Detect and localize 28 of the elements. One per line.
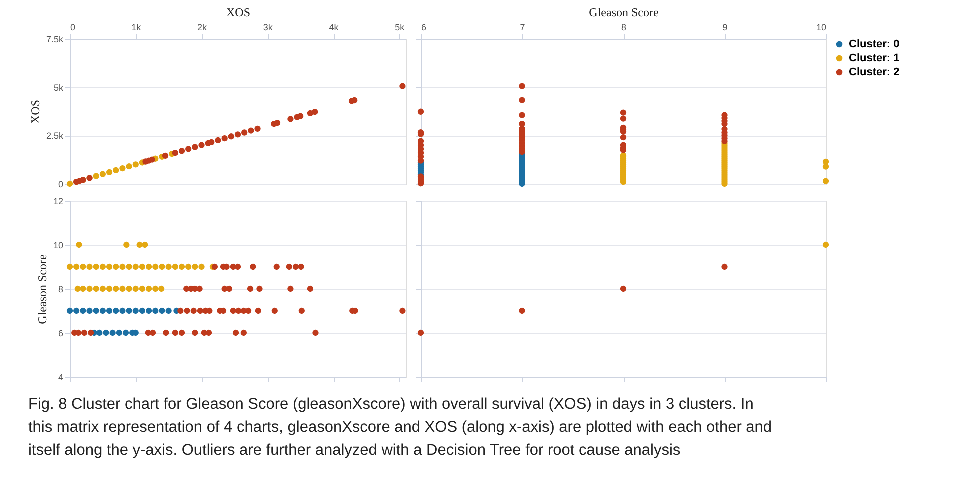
y-axis-title: Gleason Score [35, 254, 50, 324]
y-tick-label: 2.5k [46, 131, 64, 142]
y-tick-label: 6 [58, 328, 64, 338]
caption: Fig. 8 Cluster chart for Gleason Score (gleasonXscore) with overall survival (XOS) in days in 3 clusters. In this matrix representation of 4 charts, gleasonXscore and XOS (along x-axis) are plotted with each other and itself along the y-axis. Outliers are further analyzed with a Decision Tree for root cause analysis [28, 396, 772, 459]
y-tick-label: 10 [53, 240, 64, 250]
y-tick-label: 8 [58, 284, 64, 294]
y-tick-label: 5k [54, 82, 64, 93]
x-tick-label: 10 [816, 22, 826, 32]
x-tick-label: 3k [263, 22, 274, 32]
x-tick-label: 9 [722, 22, 728, 32]
y-axis-title: XOS [28, 100, 42, 124]
x-axis-title: XOS [226, 6, 251, 20]
legend-label: Cluster: 1 [849, 52, 900, 64]
x-tick-label: 8 [621, 22, 627, 32]
y-tick-label: 4 [58, 372, 64, 382]
x-tick-label: 2k [198, 22, 208, 32]
y-tick-label: 0 [58, 180, 64, 190]
x-tick-label: 0 [70, 22, 76, 32]
y-tick-label: 12 [53, 196, 64, 206]
legend-label: Cluster: 0 [849, 38, 900, 50]
x-tick-label: 7 [520, 22, 526, 32]
x-tick-label: 6 [422, 22, 427, 32]
y-tick-label: 7.5k [46, 34, 64, 44]
x-axis-title: Gleason Score [589, 6, 659, 20]
x-tick-label: 1k [132, 22, 142, 32]
x-tick-label: 5k [395, 22, 406, 32]
legend-label: Cluster: 2 [849, 66, 900, 78]
x-tick-label: 4k [329, 22, 340, 32]
